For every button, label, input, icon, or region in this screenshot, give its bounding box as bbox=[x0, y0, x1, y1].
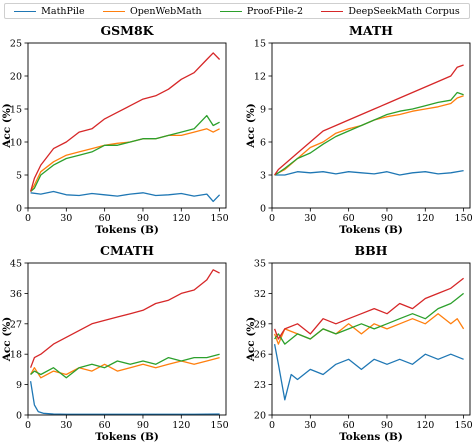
series-line bbox=[273, 343, 464, 401]
series-line bbox=[274, 169, 464, 176]
legend-label: Proof-Pile-2 bbox=[246, 5, 304, 17]
plot-frame bbox=[27, 262, 227, 416]
y-tick-label: 35 bbox=[254, 259, 266, 270]
y-tick-label: 0 bbox=[16, 411, 22, 422]
y-tick-label: 0 bbox=[260, 204, 266, 215]
x-tick-label: 0 bbox=[269, 420, 275, 431]
y-tick-label: 5 bbox=[16, 171, 22, 182]
x-axis-label: Tokens (B) bbox=[95, 224, 159, 236]
legend-swatch-openwebmath bbox=[102, 10, 125, 12]
x-tick-label: 150 bbox=[455, 420, 473, 431]
x-tick-label: 90 bbox=[137, 420, 149, 431]
x-tick-label: 60 bbox=[343, 420, 355, 431]
x-tick-label: 60 bbox=[343, 213, 355, 224]
series-line bbox=[30, 128, 220, 192]
x-tick-label: 30 bbox=[304, 420, 316, 431]
y-tick-label: 27 bbox=[10, 319, 22, 330]
x-tick-label: 120 bbox=[416, 213, 434, 224]
series-line bbox=[29, 381, 220, 415]
series-line bbox=[274, 91, 464, 176]
legend-label: MathPile bbox=[41, 5, 85, 17]
series-line bbox=[30, 190, 221, 203]
y-tick-label: 45 bbox=[10, 259, 22, 270]
y-tick-label: 26 bbox=[254, 350, 266, 361]
y-tick-label: 23 bbox=[254, 380, 266, 391]
series-line bbox=[30, 114, 220, 192]
plot-frame bbox=[271, 262, 471, 416]
x-tick-label: 60 bbox=[99, 420, 111, 431]
y-tick-label: 12 bbox=[254, 72, 266, 83]
y-tick-label: 32 bbox=[254, 289, 266, 300]
x-tick-label: 90 bbox=[381, 213, 393, 224]
y-axis-label: Acc (%) bbox=[245, 317, 257, 363]
series-line bbox=[29, 269, 220, 368]
panel-gsm8k: GSM8K Tokens (B) Acc (%) 0 30 60 90 120 150 0 5… bbox=[1, 23, 229, 236]
y-tick-label: 29 bbox=[254, 319, 266, 330]
x-tick-label: 150 bbox=[211, 213, 229, 224]
x-axis-label: Tokens (B) bbox=[339, 224, 403, 236]
y-tick-label: 15 bbox=[10, 105, 22, 116]
y-tick-label: 20 bbox=[10, 72, 22, 83]
legend-label: OpenWebMath bbox=[129, 5, 202, 17]
legend-label: DeepSeekMath Corpus bbox=[348, 5, 460, 17]
plot-frame bbox=[27, 42, 227, 209]
x-tick-label: 30 bbox=[304, 213, 316, 224]
chart-title: GSM8K bbox=[100, 23, 154, 38]
x-tick-label: 0 bbox=[269, 213, 275, 224]
x-tick-label: 150 bbox=[455, 213, 473, 224]
x-tick-label: 0 bbox=[25, 213, 31, 224]
y-tick-label: 25 bbox=[10, 39, 22, 50]
x-tick-label: 150 bbox=[211, 420, 229, 431]
y-tick-label: 18 bbox=[10, 350, 22, 361]
series-line bbox=[30, 353, 220, 379]
series-line bbox=[30, 356, 220, 379]
chart-title: BBH bbox=[355, 243, 388, 258]
panel-bbh: BBH Tokens (B) Acc (%) 0 30 60 90 120 150 20 23… bbox=[245, 243, 473, 443]
legend-swatch-mathpile bbox=[14, 10, 37, 12]
legend: MathPile OpenWebMath Proof-Pile-2 DeepSe… bbox=[4, 3, 470, 19]
series-line bbox=[273, 313, 465, 345]
y-axis-label: Acc (%) bbox=[1, 103, 13, 149]
y-tick-label: 20 bbox=[254, 411, 266, 422]
series-line bbox=[273, 277, 465, 340]
plot-frame bbox=[271, 42, 471, 209]
legend-swatch-deepseekmath bbox=[321, 10, 344, 12]
series-line bbox=[274, 95, 464, 176]
series-line bbox=[29, 52, 221, 192]
x-tick-label: 60 bbox=[99, 213, 111, 224]
series-line bbox=[274, 292, 465, 345]
x-tick-label: 90 bbox=[381, 420, 393, 431]
legend-swatch-proof-pile-2 bbox=[219, 10, 242, 12]
y-axis-label: Acc (%) bbox=[245, 103, 257, 149]
y-tick-label: 9 bbox=[16, 380, 22, 391]
y-tick-label: 15 bbox=[254, 39, 266, 50]
legend-item: DeepSeekMath Corpus bbox=[321, 5, 460, 17]
legend-item: Proof-Pile-2 bbox=[219, 5, 304, 17]
x-tick-label: 90 bbox=[137, 213, 149, 224]
y-tick-label: 3 bbox=[260, 171, 266, 182]
chart-title: CMATH bbox=[100, 243, 154, 258]
legend-item: MathPile bbox=[14, 5, 85, 17]
y-tick-label: 0 bbox=[16, 204, 22, 215]
x-tick-label: 120 bbox=[172, 213, 190, 224]
x-axis-label: Tokens (B) bbox=[95, 431, 159, 443]
panel-cmath: CMATH Tokens (B) Acc (%) 0 30 60 90 120 150 0 9… bbox=[1, 243, 229, 443]
x-axis-label: Tokens (B) bbox=[339, 431, 403, 443]
y-axis-label: Acc (%) bbox=[1, 317, 13, 363]
x-tick-label: 120 bbox=[416, 420, 434, 431]
x-tick-label: 0 bbox=[25, 420, 31, 431]
y-tick-label: 6 bbox=[260, 138, 266, 149]
x-tick-label: 30 bbox=[60, 213, 72, 224]
y-tick-label: 10 bbox=[10, 138, 22, 149]
x-tick-label: 120 bbox=[172, 420, 190, 431]
legend-item: OpenWebMath bbox=[102, 5, 202, 17]
y-tick-label: 36 bbox=[10, 289, 22, 300]
chart-title: MATH bbox=[349, 23, 393, 38]
panel-math: MATH Tokens (B) Acc (%) 0 30 60 90 120 150 0 3 6… bbox=[245, 23, 473, 236]
x-tick-label: 30 bbox=[60, 420, 72, 431]
y-tick-label: 9 bbox=[260, 105, 266, 116]
series-line bbox=[274, 64, 464, 176]
